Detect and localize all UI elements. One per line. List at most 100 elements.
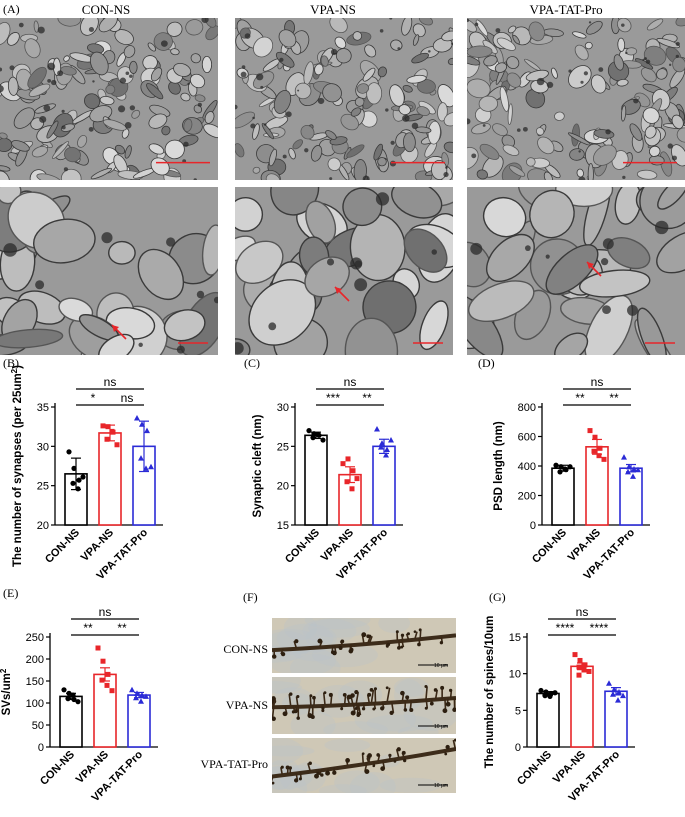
y-tick-label: 150 <box>26 676 44 688</box>
y-tick-label: 15 <box>509 632 521 644</box>
data-point <box>143 693 149 699</box>
scale-text: 10 μm <box>434 663 448 669</box>
chart-g-spines: 0 5 10 15 The number of spines/10um CON-NS VPA… <box>475 585 685 817</box>
data-point <box>148 463 154 470</box>
lm-label-con-ns: CON-NS <box>223 642 268 656</box>
em-image-vpa-tat-pro-low <box>467 18 685 180</box>
data-point <box>379 440 385 446</box>
y-axis-label: SVs/um2 <box>0 668 13 715</box>
data-point <box>635 466 641 473</box>
y-tick-label: 0 <box>515 742 521 754</box>
panel-label-c: (C) <box>244 356 260 370</box>
y-tick-label: 25 <box>277 441 289 453</box>
column-title-vpa-tat-pro: VPA-TAT-Pro <box>529 2 603 17</box>
bar <box>604 690 628 748</box>
data-point <box>581 666 587 672</box>
data-point <box>340 461 346 467</box>
data-point <box>104 682 110 688</box>
chart-e-svs: 050100150200250SVs/um2CON-NSVPA-NSVPA-TA… <box>0 585 230 817</box>
x-tick-label: CON-NS <box>283 527 322 566</box>
y-tick-label: 100 <box>26 698 44 710</box>
y-tick-label: 30 <box>277 402 289 414</box>
y-axis-label-superscript: 2 <box>10 368 19 373</box>
y-axis-label: The number of synapses (per 25um2) <box>10 365 24 567</box>
chart-b-synapse-count: 20 25 30 35 The number of synapses (per 25um… <box>0 355 230 582</box>
data-point <box>611 686 617 693</box>
data-point <box>114 442 120 448</box>
bar <box>570 665 594 748</box>
data-point <box>65 696 71 702</box>
data-point <box>610 691 616 697</box>
data-point <box>626 463 632 470</box>
data-point <box>374 426 380 432</box>
data-point <box>66 449 72 455</box>
y-axis-label: The number of spines/10um <box>484 616 496 769</box>
data-point <box>350 468 356 474</box>
data-point <box>538 687 544 694</box>
y-axis-label-end: ) <box>12 365 24 369</box>
column-title-con-ns: CON-NS <box>81 2 131 17</box>
data-point <box>345 456 351 462</box>
data-point <box>577 657 583 663</box>
scale-text: 10 μm <box>434 783 448 789</box>
data-point <box>70 692 76 698</box>
y-tick-label: 600 <box>518 432 536 444</box>
data-point <box>587 428 593 434</box>
y-tick-label: 10 <box>509 669 521 681</box>
y-tick-label: 200 <box>518 491 536 503</box>
data-point <box>349 486 355 492</box>
data-point <box>109 688 115 694</box>
data-point <box>71 465 77 471</box>
significance-label: * <box>91 391 96 405</box>
panel-label-e: (E) <box>3 586 19 600</box>
significance-label: ns <box>104 375 117 389</box>
data-point <box>547 693 553 699</box>
data-point <box>596 453 602 459</box>
data-point <box>383 451 389 458</box>
data-point <box>306 428 312 434</box>
data-point <box>95 645 101 651</box>
data-point <box>631 465 637 472</box>
y-axis-label-superscript: 2 <box>0 668 8 673</box>
data-point <box>139 421 145 427</box>
significance-label: ** <box>83 621 93 635</box>
data-point <box>620 692 626 699</box>
data-point <box>601 456 607 462</box>
data-point <box>576 672 582 678</box>
data-point <box>100 423 106 429</box>
data-point <box>129 686 135 693</box>
bar <box>304 434 328 526</box>
panel-label-g: (G) <box>489 590 506 604</box>
data-point <box>542 693 548 699</box>
em-image-vpa-tat-pro-high <box>467 187 685 355</box>
y-axis-label: PSD length (nm) <box>493 421 505 511</box>
data-point <box>567 464 573 470</box>
dendrite-image-con-ns: 10 μm <box>272 618 456 673</box>
y-tick-label: 800 <box>518 402 536 414</box>
x-tick-label: CON-NS <box>530 527 569 566</box>
data-point <box>80 474 86 480</box>
lm-label-vpa-ns: VPA-NS <box>225 698 268 712</box>
data-point <box>606 680 612 686</box>
dendrite-image-vpa-ns: 10 μm <box>272 677 456 734</box>
significance-label: ** <box>117 621 127 635</box>
y-tick-label: 0 <box>38 742 44 754</box>
y-tick-label: 0 <box>530 520 536 532</box>
y-tick-label: 20 <box>37 520 49 532</box>
y-tick-label: 200 <box>26 654 44 666</box>
data-point <box>70 480 76 486</box>
data-point <box>105 424 111 430</box>
data-point <box>143 465 149 471</box>
y-tick-label: 30 <box>37 441 49 453</box>
bar <box>536 692 560 748</box>
y-tick-label: 25 <box>37 481 49 493</box>
significance-label: ** <box>575 391 585 405</box>
significance-label: ns <box>576 605 589 619</box>
data-point <box>576 664 582 670</box>
significance-label: ns <box>99 605 112 619</box>
data-point <box>99 677 105 683</box>
data-point <box>557 469 563 475</box>
data-point <box>552 690 558 696</box>
y-tick-label: 250 <box>26 632 44 644</box>
significance-label: ns <box>591 375 604 389</box>
